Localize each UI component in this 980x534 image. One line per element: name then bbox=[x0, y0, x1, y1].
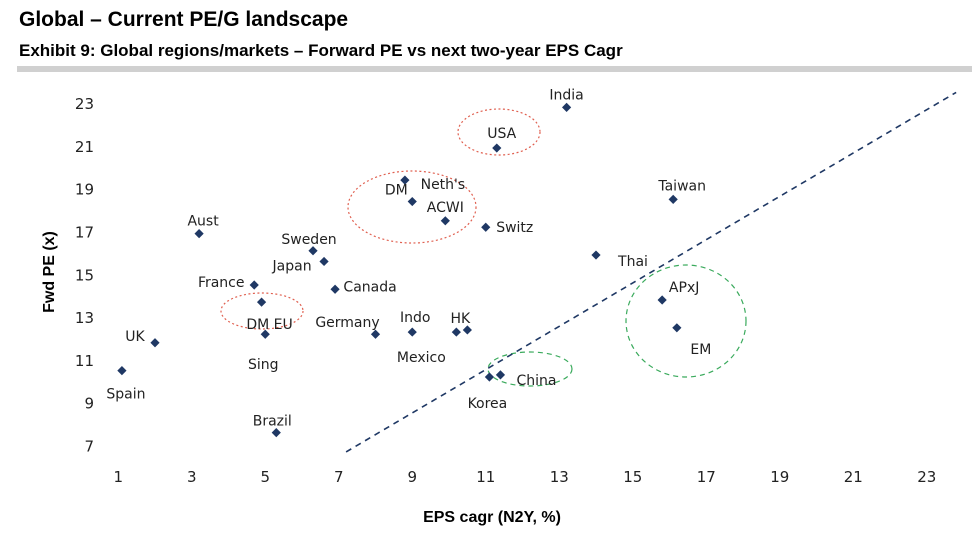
x-axis-ticks: 1 3 5 7 9 11 13 15 17 19 21 23 bbox=[113, 468, 936, 486]
trendline-group bbox=[345, 91, 957, 453]
highlight-circle-apxj-em bbox=[625, 264, 747, 378]
x-tick-label: 11 bbox=[476, 468, 495, 486]
point-em bbox=[672, 323, 682, 333]
y-tick-label: 15 bbox=[75, 266, 94, 284]
chart-subtitle: Exhibit 9: Global regions/markets – Forw… bbox=[19, 41, 623, 60]
x-tick-label: 7 bbox=[334, 468, 344, 486]
y-tick-label: 23 bbox=[75, 95, 94, 113]
x-tick-label: 1 bbox=[113, 468, 123, 486]
point-dm-eu bbox=[256, 297, 267, 307]
point-japan bbox=[319, 256, 329, 267]
point-mexico bbox=[462, 325, 472, 335]
point-uk bbox=[150, 338, 160, 348]
point-label-thai: Thai bbox=[617, 254, 648, 270]
y-tick-label: 7 bbox=[84, 438, 94, 456]
highlight-circle-usa bbox=[457, 108, 541, 156]
point-sing bbox=[260, 329, 270, 339]
point-label-uk: UK bbox=[125, 329, 145, 345]
point-aust bbox=[194, 229, 204, 239]
y-tick-label: 9 bbox=[84, 395, 94, 413]
highlight-circle-china bbox=[487, 351, 573, 387]
y-axis-ticks: 7 9 11 13 15 17 19 21 23 bbox=[75, 95, 94, 455]
point-label-dm-eu: DM EU bbox=[246, 317, 292, 333]
x-tick-label: 23 bbox=[917, 468, 936, 486]
point-label-india: India bbox=[549, 87, 583, 103]
highlight-circle-dm-acwi bbox=[347, 170, 477, 244]
chart-title: Global – Current PE/G landscape bbox=[19, 8, 349, 31]
point-acwi bbox=[440, 216, 450, 226]
point-label-indo: Indo bbox=[400, 310, 430, 326]
point-thai bbox=[591, 250, 601, 260]
point-india bbox=[562, 102, 572, 112]
point-neth-s bbox=[400, 175, 410, 185]
y-tick-label: 17 bbox=[75, 224, 94, 242]
highlight-circle-dm-eu bbox=[220, 292, 304, 330]
point-label-korea: Korea bbox=[468, 396, 508, 412]
point-hk bbox=[451, 327, 461, 337]
point-label-china: China bbox=[516, 373, 556, 389]
point-sweden bbox=[308, 246, 318, 256]
point-taiwan bbox=[668, 194, 678, 204]
point-label-neth-s: Neth's bbox=[421, 177, 466, 193]
point-usa bbox=[492, 143, 502, 153]
y-tick-label: 19 bbox=[75, 181, 94, 199]
y-tick-label: 13 bbox=[75, 309, 94, 327]
point-korea bbox=[484, 372, 495, 382]
point-label-japan: Japan bbox=[272, 258, 312, 274]
x-tick-label: 21 bbox=[844, 468, 863, 486]
point-label-brazil: Brazil bbox=[253, 414, 292, 430]
point-labels: India USA Neth's DM ACWI Switz Taiwan Aust Swede… bbox=[106, 87, 711, 429]
point-label-em: EM bbox=[690, 342, 711, 358]
point-germany bbox=[370, 329, 381, 339]
point-label-dm: DM bbox=[385, 183, 408, 199]
highlight-circles bbox=[220, 108, 747, 387]
point-label-mexico: Mexico bbox=[397, 350, 446, 366]
point-label-canada: Canada bbox=[343, 279, 396, 295]
point-label-sweden: Sweden bbox=[281, 232, 336, 248]
point-label-switz: Switz bbox=[496, 220, 533, 236]
point-label-usa: USA bbox=[487, 126, 516, 142]
y-tick-label: 21 bbox=[75, 138, 94, 156]
point-china bbox=[495, 370, 506, 380]
point-label-spain: Spain bbox=[106, 387, 145, 403]
x-tick-label: 15 bbox=[623, 468, 642, 486]
x-axis-label: EPS cagr (N2Y, %) bbox=[423, 509, 561, 526]
x-tick-label: 5 bbox=[260, 468, 270, 486]
point-dm bbox=[407, 196, 417, 207]
x-tick-label: 3 bbox=[187, 468, 197, 486]
title-divider bbox=[17, 66, 972, 72]
trendline bbox=[345, 91, 957, 453]
point-canada bbox=[330, 284, 340, 294]
y-axis-label: Fwd PE (x) bbox=[41, 231, 58, 313]
point-france bbox=[249, 280, 259, 290]
point-switz bbox=[481, 222, 491, 232]
y-tick-label: 11 bbox=[75, 352, 94, 370]
point-indo bbox=[407, 327, 417, 337]
data-points bbox=[117, 102, 682, 438]
point-apxj bbox=[657, 295, 667, 305]
x-tick-label: 19 bbox=[770, 468, 789, 486]
point-label-germany: Germany bbox=[315, 315, 379, 331]
x-tick-label: 13 bbox=[550, 468, 569, 486]
x-tick-label: 9 bbox=[407, 468, 417, 486]
point-label-hk: HK bbox=[450, 311, 471, 327]
point-label-aust: Aust bbox=[187, 214, 219, 230]
point-label-france: France bbox=[198, 275, 245, 291]
point-label-taiwan: Taiwan bbox=[657, 178, 706, 194]
point-label-sing: Sing bbox=[248, 357, 279, 373]
point-label-acwi: ACWI bbox=[427, 200, 464, 216]
x-tick-label: 17 bbox=[697, 468, 716, 486]
point-label-apxj: APxJ bbox=[669, 280, 699, 296]
point-spain bbox=[117, 366, 127, 376]
point-brazil bbox=[271, 428, 281, 438]
